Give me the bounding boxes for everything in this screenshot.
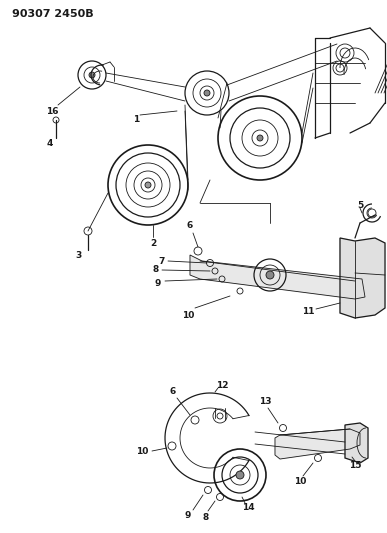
Circle shape bbox=[266, 271, 274, 279]
Text: 1: 1 bbox=[133, 115, 139, 124]
Circle shape bbox=[204, 90, 210, 96]
Polygon shape bbox=[345, 423, 368, 463]
Text: 14: 14 bbox=[242, 503, 254, 512]
Text: 10: 10 bbox=[182, 311, 194, 319]
Text: 7: 7 bbox=[159, 256, 165, 265]
Text: 5: 5 bbox=[357, 200, 363, 209]
Polygon shape bbox=[340, 238, 385, 318]
Text: 9: 9 bbox=[155, 279, 161, 287]
Circle shape bbox=[89, 72, 95, 78]
Polygon shape bbox=[275, 429, 360, 459]
Circle shape bbox=[236, 471, 244, 479]
Text: 90307 2450B: 90307 2450B bbox=[12, 9, 94, 19]
Circle shape bbox=[145, 182, 151, 188]
Text: 6: 6 bbox=[187, 222, 193, 230]
Text: 11: 11 bbox=[302, 306, 314, 316]
Text: 16: 16 bbox=[46, 107, 58, 116]
Text: 13: 13 bbox=[259, 398, 271, 407]
Text: 15: 15 bbox=[349, 461, 361, 470]
Text: 8: 8 bbox=[203, 513, 209, 521]
Text: 10: 10 bbox=[136, 447, 148, 456]
Polygon shape bbox=[190, 255, 365, 299]
Text: 6: 6 bbox=[170, 387, 176, 397]
Circle shape bbox=[257, 135, 263, 141]
Text: 10: 10 bbox=[294, 478, 306, 487]
Text: 12: 12 bbox=[216, 382, 228, 391]
Text: 4: 4 bbox=[47, 139, 53, 148]
Text: 9: 9 bbox=[185, 511, 191, 520]
Text: 3: 3 bbox=[75, 251, 81, 260]
Text: 8: 8 bbox=[153, 265, 159, 274]
Text: 2: 2 bbox=[150, 238, 156, 247]
